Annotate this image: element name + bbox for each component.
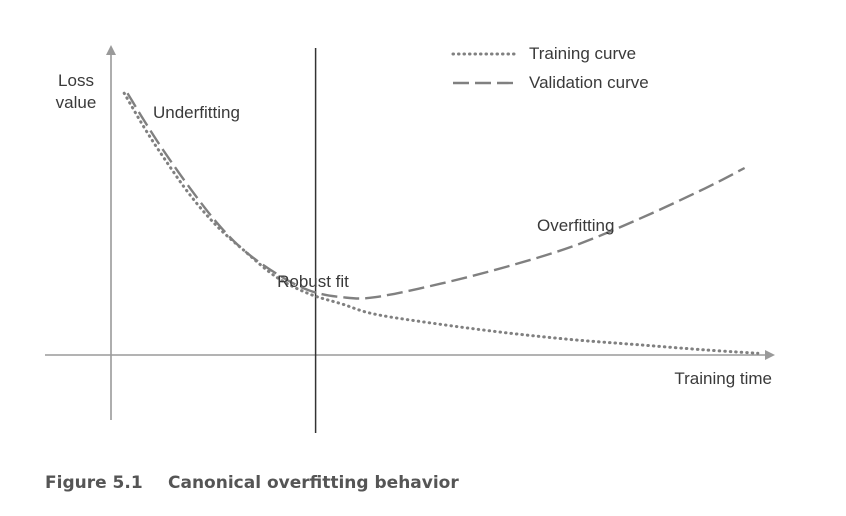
validation-curve-line (126, 92, 746, 300)
legend-label-validation: Validation curve (529, 73, 649, 92)
training-curve-line (122, 91, 760, 355)
figure-caption: Canonical overfitting behavior (168, 473, 459, 493)
y-axis-label-line1: Loss (58, 71, 94, 90)
overfitting-annotation: Overfitting (537, 216, 614, 235)
robust-fit-annotation: Robust fit (277, 272, 349, 291)
y-axis-label-line2: value (56, 93, 97, 112)
legend: Training curve Validation curve (451, 44, 649, 92)
x-axis-label: Training time (674, 369, 772, 388)
underfitting-annotation: Underfitting (153, 103, 240, 122)
figure-number: Figure 5.1 (45, 473, 143, 493)
legend-label-training: Training curve (529, 44, 636, 63)
